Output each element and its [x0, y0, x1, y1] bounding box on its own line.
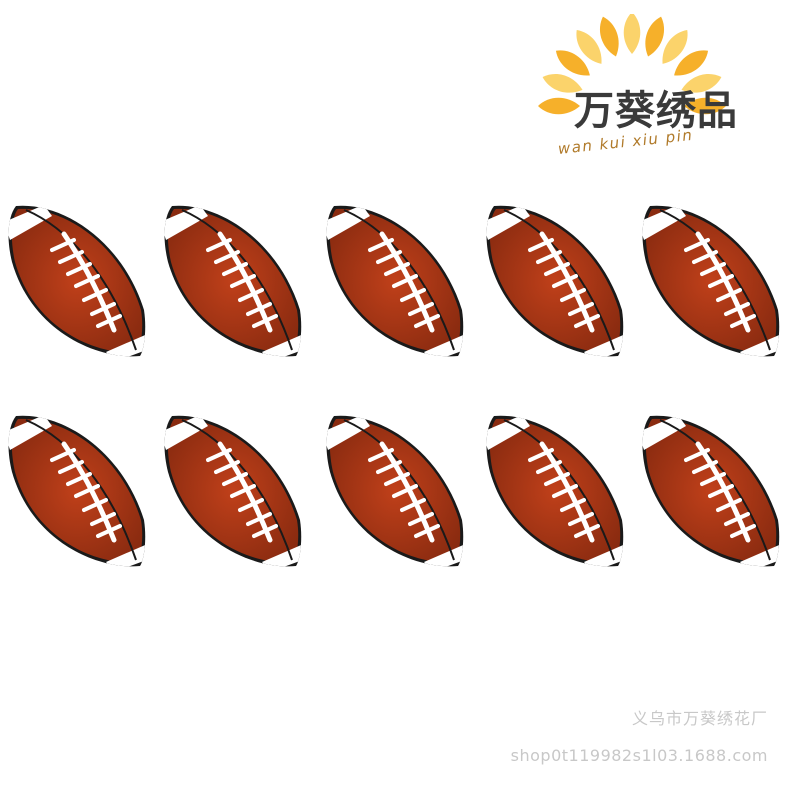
lace-stitch [66, 262, 92, 276]
lace-stitch [574, 524, 600, 538]
lace-stitch [376, 250, 402, 264]
lace-stitch [684, 448, 710, 462]
sunflower-petal [681, 74, 722, 93]
lace-stitch [206, 238, 232, 252]
lace-stitch [368, 238, 394, 252]
lace-stitch [408, 302, 434, 316]
lace-stitch [384, 262, 410, 276]
sunflower-icon [538, 14, 726, 115]
lace-stitch [214, 250, 240, 264]
sunflower-petal [662, 29, 688, 64]
lace-stitch [392, 274, 418, 288]
lace-stitch [246, 302, 272, 316]
lace-stitch [414, 314, 440, 328]
sunflower-petal [623, 14, 641, 54]
lace-stitch [82, 498, 108, 512]
lace-stitch [730, 314, 756, 328]
lace-stitch [400, 498, 426, 512]
brand-name: 万葵绣品 [574, 88, 738, 134]
lace-stitch [716, 288, 742, 302]
lace-stitch [66, 472, 92, 486]
lace-stitch [384, 472, 410, 486]
lace-stitch [560, 498, 586, 512]
lace-stitch [574, 314, 600, 328]
lace-stitch [700, 262, 726, 276]
lace-stitch [252, 314, 278, 328]
football-patch [486, 415, 624, 567]
lace-stitch [368, 448, 394, 462]
football-patch [326, 205, 464, 357]
lace-stitch [90, 302, 116, 316]
lace-stitch [684, 238, 710, 252]
lace-stitch [252, 524, 278, 538]
lace-stitch [58, 250, 84, 264]
lace-stitch [222, 472, 248, 486]
lace-stitch [96, 524, 122, 538]
sunflower-petal [645, 16, 664, 57]
lace-stitch [74, 274, 100, 288]
lace-stitch [50, 238, 76, 252]
sunflower-petal [555, 50, 590, 76]
lace-stitch [206, 448, 232, 462]
watermark: 义乌市万葵绣花厂 shop0t119982s1l03.1688.com [511, 706, 768, 772]
sunflower-petal [600, 16, 619, 57]
lace-stitch [96, 314, 122, 328]
lace-stitch [230, 274, 256, 288]
football-patch [642, 205, 780, 357]
lace-stitch [544, 472, 570, 486]
lace-stitch [214, 460, 240, 474]
lace-stitch [376, 460, 402, 474]
lace-stitch [724, 302, 750, 316]
sunflower-petal [542, 74, 583, 93]
sunflower-petal [684, 97, 726, 115]
lace-stitch [708, 274, 734, 288]
lace-stitch [552, 274, 578, 288]
football-patch [326, 415, 464, 567]
lace-stitch [528, 238, 554, 252]
football-patch [8, 415, 146, 567]
shop-url: shop0t119982s1l03.1688.com [510, 746, 768, 765]
lace-stitch [544, 262, 570, 276]
football-patch [486, 205, 624, 357]
football-patch [164, 205, 302, 357]
lace-stitch [536, 460, 562, 474]
lace-stitch [536, 250, 562, 264]
lace-stitch [692, 460, 718, 474]
lace-stitch [552, 484, 578, 498]
football-patch [8, 205, 146, 357]
football-patch [642, 415, 780, 567]
lace-stitch [528, 448, 554, 462]
lace-stitch [238, 498, 264, 512]
lace-stitch [560, 288, 586, 302]
sunflower-petal [538, 97, 580, 115]
lace-stitch [82, 288, 108, 302]
lace-stitch [90, 512, 116, 526]
lace-stitch [222, 262, 248, 276]
lace-stitch [708, 484, 734, 498]
lace-stitch [724, 512, 750, 526]
football-patch [164, 415, 302, 567]
lace-stitch [408, 512, 434, 526]
lace-stitch [700, 472, 726, 486]
lace-stitch [716, 498, 742, 512]
lace-stitch [400, 288, 426, 302]
lace-stitch [568, 512, 594, 526]
company-name: 义乌市万葵绣花厂 [631, 709, 768, 728]
lace-stitch [238, 288, 264, 302]
lace-stitch [230, 484, 256, 498]
lace-stitch [414, 524, 440, 538]
lace-stitch [568, 302, 594, 316]
sunflower-petal [576, 29, 602, 64]
brand-logo: 万葵绣品 wan kui xiu pin [536, 14, 776, 184]
lace-stitch [246, 512, 272, 526]
lace-stitch [730, 524, 756, 538]
lace-stitch [74, 484, 100, 498]
lace-stitch [50, 448, 76, 462]
lace-stitch [392, 484, 418, 498]
lace-stitch [692, 250, 718, 264]
sunflower-petal [674, 50, 709, 76]
lace-stitch [58, 460, 84, 474]
